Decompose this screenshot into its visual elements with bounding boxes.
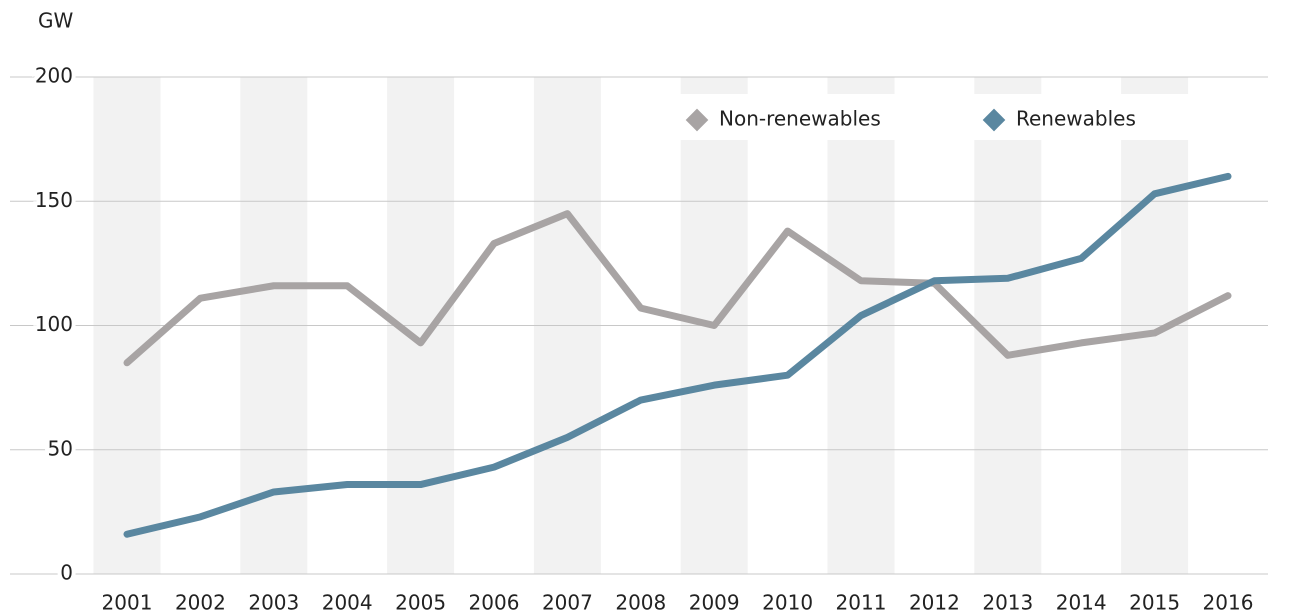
x-tick-label: 2010 xyxy=(762,591,813,615)
x-tick-label: 2004 xyxy=(322,591,373,615)
x-tick-label: 2002 xyxy=(175,591,226,615)
x-tick-label: 2016 xyxy=(1203,591,1254,615)
x-tick-label: 2008 xyxy=(615,591,666,615)
x-tick-label: 2006 xyxy=(469,591,520,615)
x-tick-label: 2014 xyxy=(1056,591,1107,615)
x-tick-label: 2007 xyxy=(542,591,593,615)
y-tick-label: 200 xyxy=(35,64,73,88)
y-tick-label: 50 xyxy=(48,436,73,460)
y-tick-label: 0 xyxy=(60,561,73,585)
y-axis-label: GW xyxy=(38,9,73,33)
legend-background xyxy=(672,94,1197,140)
legend-label: Non-renewables xyxy=(719,107,881,131)
legend-label: Renewables xyxy=(1016,107,1136,131)
x-tick-label: 2011 xyxy=(836,591,887,615)
x-tick-label: 2015 xyxy=(1129,591,1180,615)
y-tick-label: 150 xyxy=(35,188,73,212)
x-tick-label: 2012 xyxy=(909,591,960,615)
x-tick-label: 2005 xyxy=(395,591,446,615)
x-tick-label: 2009 xyxy=(689,591,740,615)
series-line xyxy=(123,172,1232,538)
legend-swatch xyxy=(982,108,1006,132)
x-tick-label: 2013 xyxy=(982,591,1033,615)
series-line xyxy=(123,210,1232,367)
legend-swatch xyxy=(685,108,709,132)
x-tick-label: 2001 xyxy=(102,591,153,615)
y-tick-label: 100 xyxy=(35,312,73,336)
x-tick-label: 2003 xyxy=(248,591,299,615)
